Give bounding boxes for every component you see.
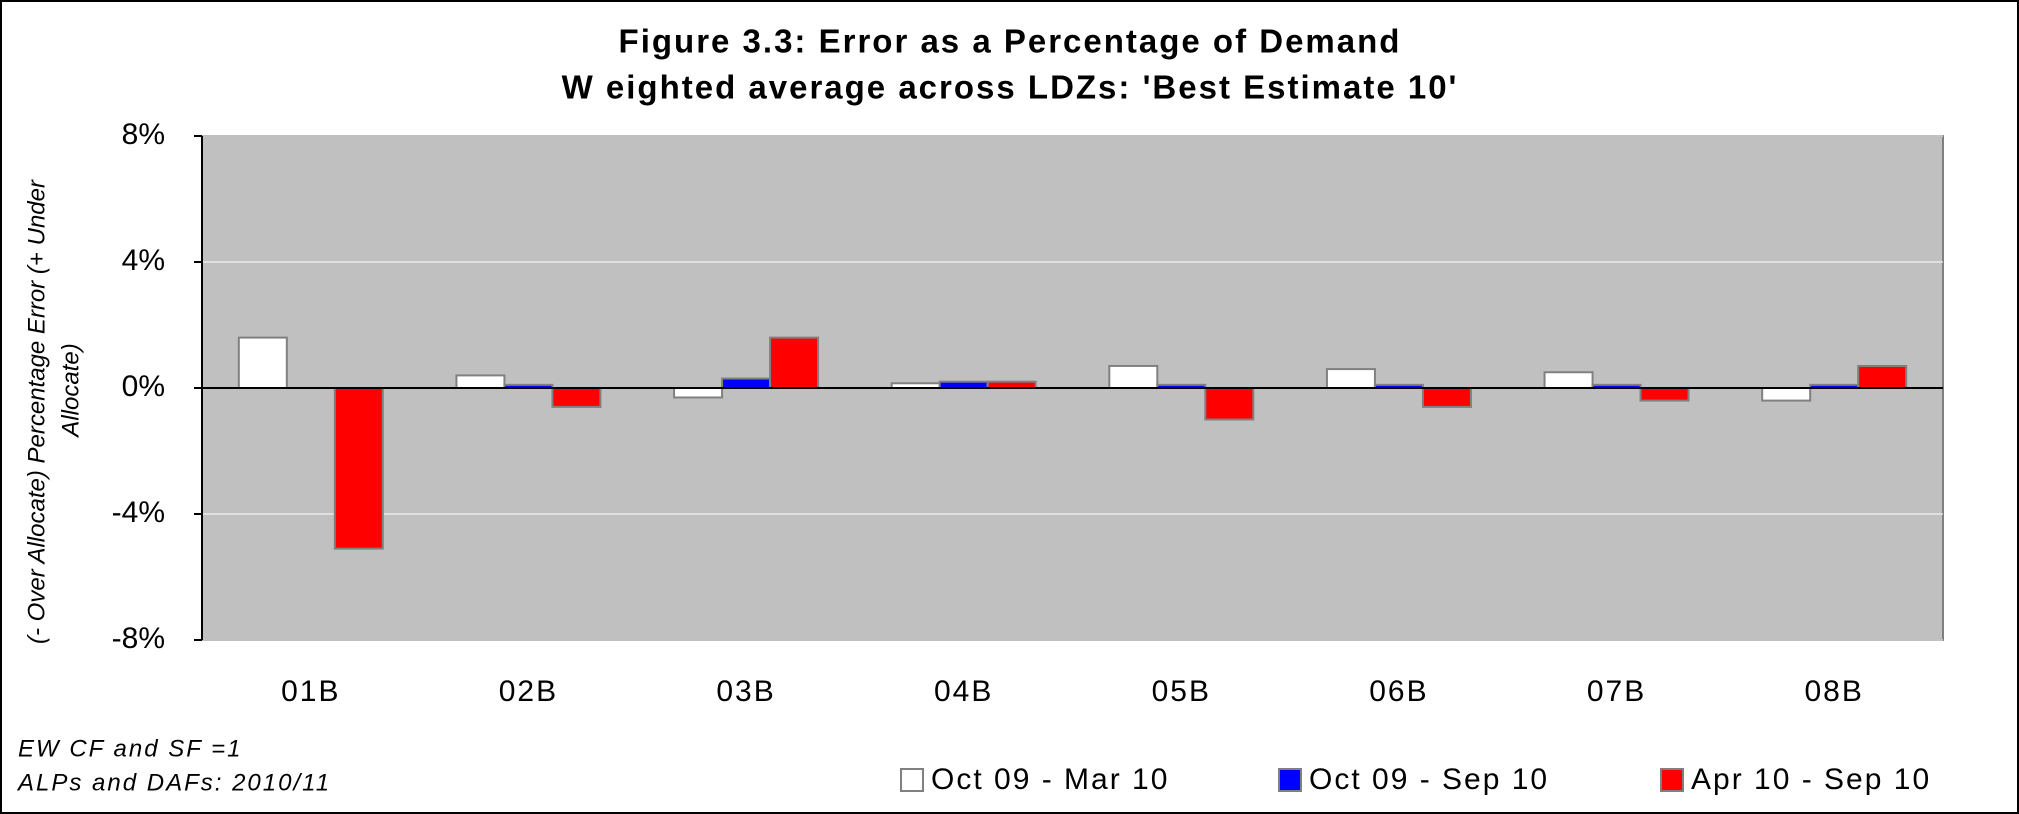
x-tick-label: 06B: [1369, 675, 1428, 708]
bar: [721, 377, 772, 389]
legend-swatch: [900, 768, 924, 792]
chart-title: Figure 3.3: Error as a Percentage of Dem…: [619, 23, 1402, 60]
y-tick-label: 0%: [122, 370, 165, 403]
note: EW CF and SF =1: [18, 735, 243, 762]
bar: [1857, 364, 1908, 390]
y-tick-label: -8%: [112, 622, 165, 655]
legend-swatch: [1278, 768, 1302, 792]
y-tick-label: 8%: [122, 118, 165, 151]
x-tick-label: 01B: [281, 675, 340, 708]
bar: [333, 387, 384, 550]
bar: [1639, 387, 1690, 402]
x-tick-label: 07B: [1587, 675, 1646, 708]
x-tick-label: 03B: [716, 675, 775, 708]
y-tick-label: -4%: [112, 496, 165, 529]
bar: [551, 387, 602, 408]
bar: [1325, 368, 1376, 390]
bar: [1204, 387, 1255, 421]
y-tick-label: 4%: [122, 244, 165, 277]
chart-subtitle: W eighted average across LDZs: 'Best Est…: [562, 69, 1459, 106]
note: ALPs and DAFs: 2010/11: [16, 769, 331, 796]
x-tick-label: 08B: [1804, 675, 1863, 708]
bar: [1543, 371, 1594, 389]
legend-label: Oct 09 - Sep 10: [1309, 763, 1549, 796]
bar: [455, 374, 506, 389]
y-axis-label: Allocate): [57, 343, 84, 438]
legend-label: Apr 10 - Sep 10: [1691, 763, 1931, 796]
legend-swatch: [1660, 768, 1684, 792]
x-tick-label: 05B: [1152, 675, 1211, 708]
x-tick-label: 02B: [499, 675, 558, 708]
bar: [769, 336, 820, 390]
y-axis-label: (- Over Allocate) Percentage Error (+ Un…: [23, 179, 50, 644]
bar: [673, 387, 724, 399]
bar: [1761, 387, 1812, 402]
bar: [1421, 387, 1472, 408]
legend-label: Oct 09 - Mar 10: [931, 763, 1169, 796]
bar: [1108, 364, 1159, 390]
bar: [237, 336, 288, 390]
x-tick-label: 04B: [934, 675, 993, 708]
